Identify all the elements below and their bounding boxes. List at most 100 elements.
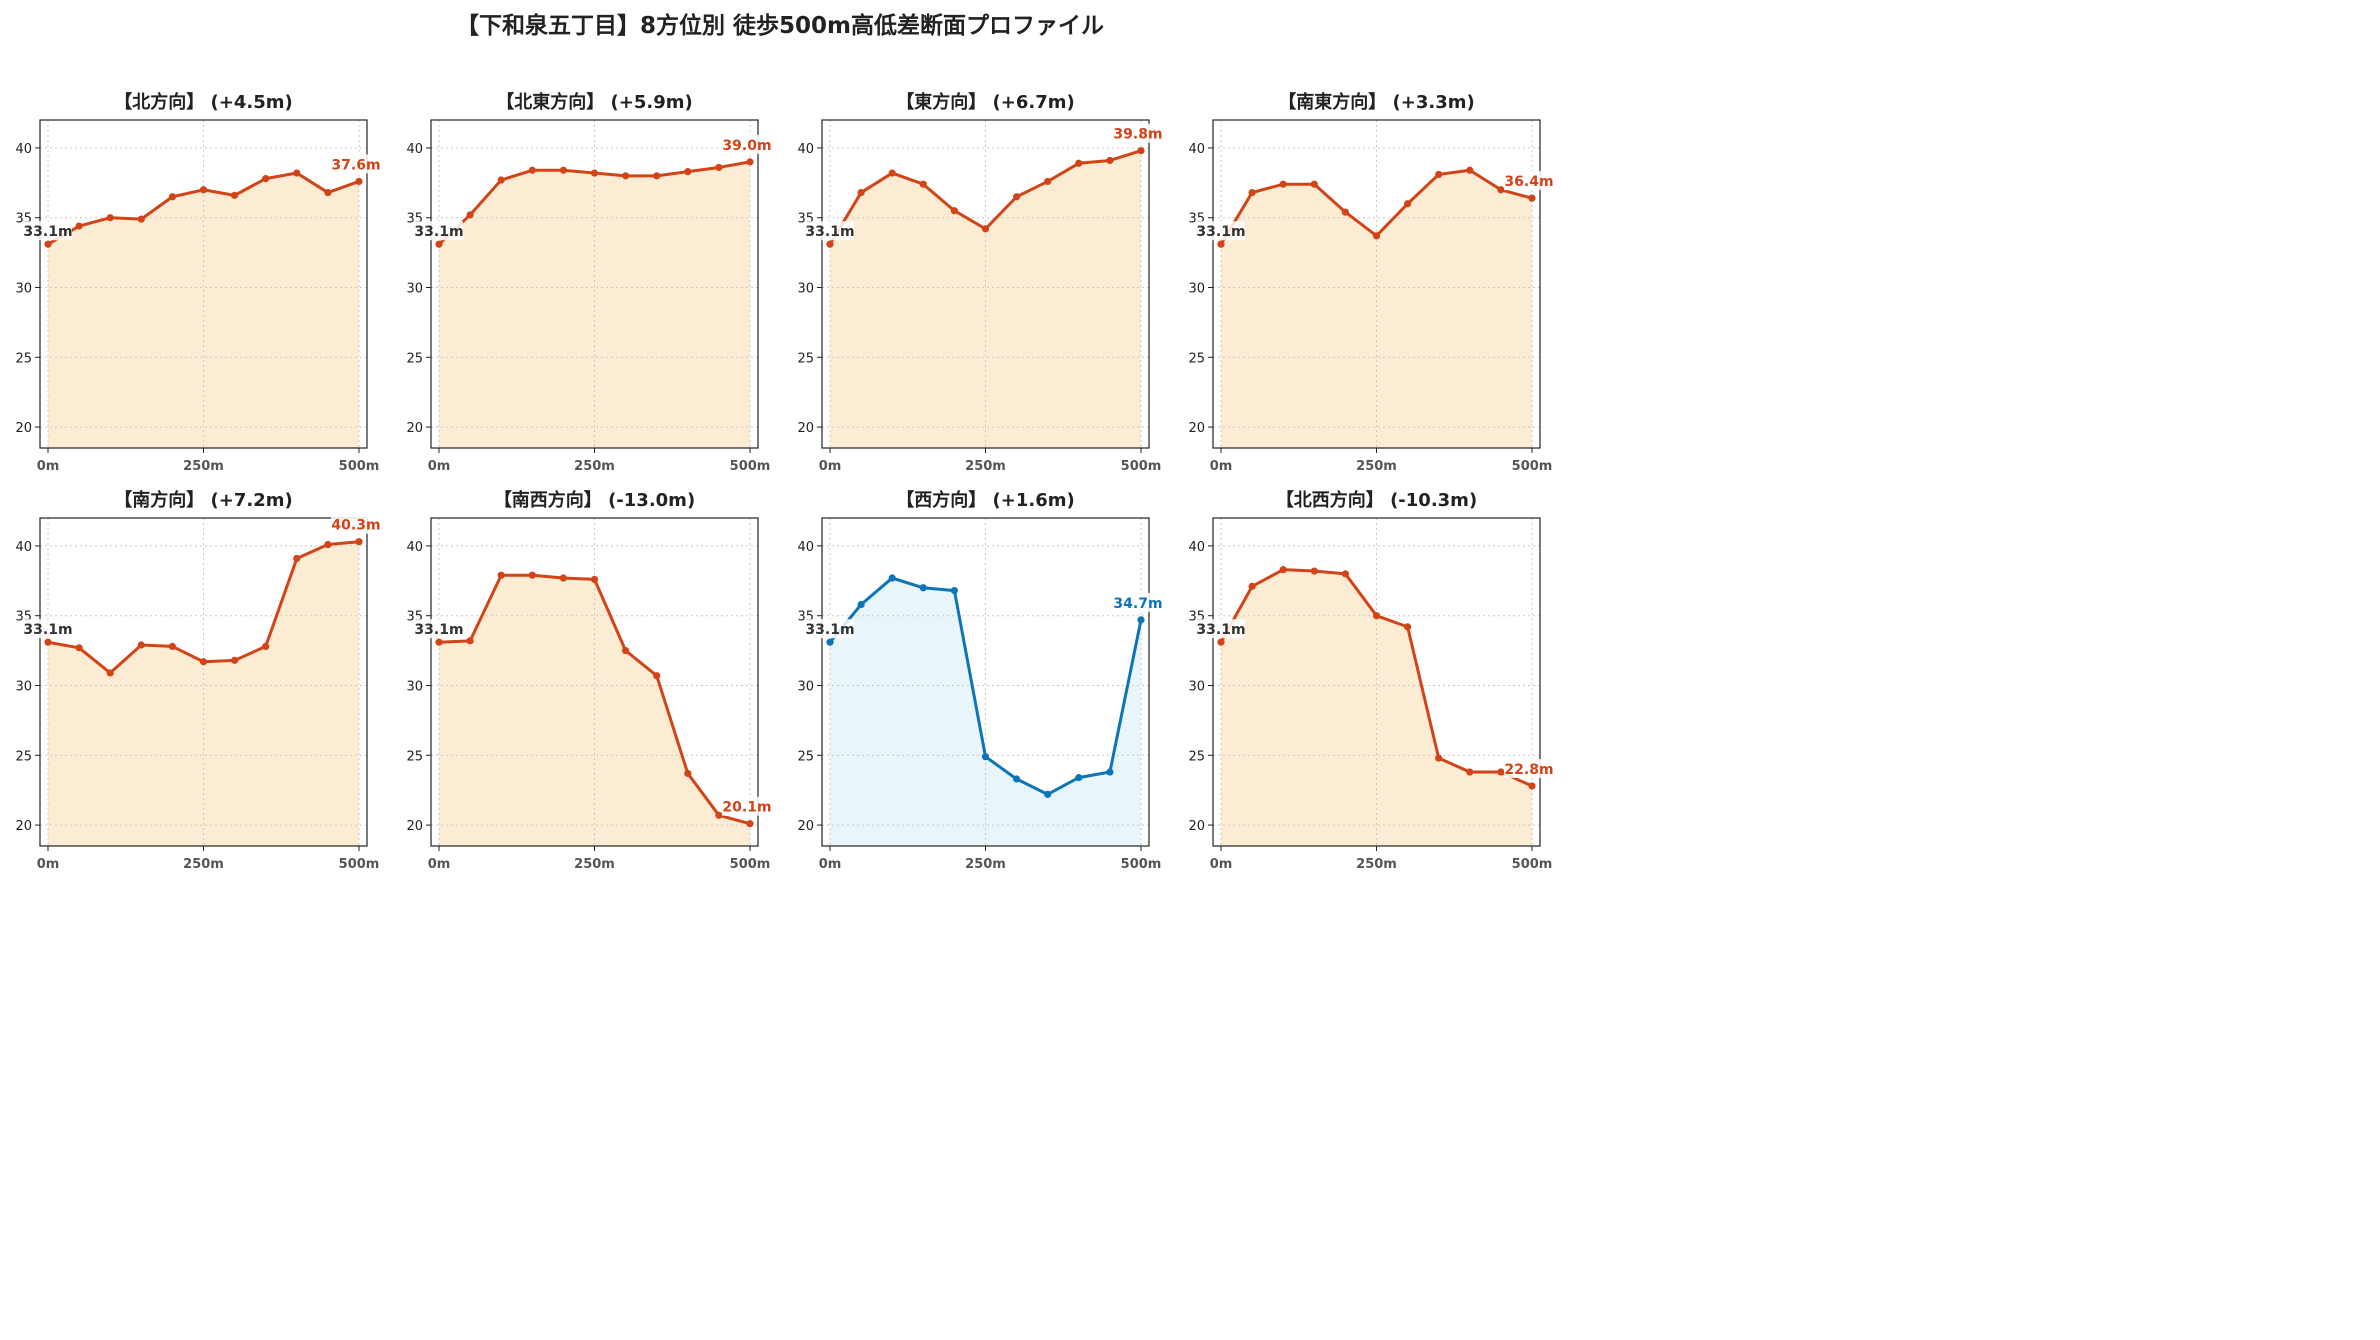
data-point (106, 214, 114, 222)
x-tick-label: 250m (965, 857, 1006, 872)
y-tick-label: 25 (1188, 749, 1205, 764)
x-tick-label: 0m (819, 459, 842, 474)
x-tick-label: 0m (1210, 459, 1233, 474)
y-tick-label: 25 (406, 749, 423, 764)
start-label-bg (1197, 619, 1245, 639)
data-point (559, 166, 568, 174)
data-point (1248, 582, 1256, 590)
y-tick-label: 20 (1188, 819, 1205, 834)
end-label: 39.8m (1113, 127, 1162, 143)
x-tick-label: 500m (339, 459, 380, 474)
x-tick-label: 250m (1356, 459, 1397, 474)
data-point (435, 240, 443, 248)
data-point (106, 669, 114, 677)
data-point (1372, 232, 1381, 240)
y-tick-label: 25 (406, 351, 423, 366)
data-point (262, 175, 270, 183)
start-label-bg (24, 619, 72, 639)
data-point (355, 538, 363, 546)
y-tick-label: 40 (1188, 142, 1205, 157)
start-label-bg (806, 619, 854, 639)
data-point (199, 186, 208, 194)
y-tick-label: 40 (15, 142, 32, 157)
end-label: 39.0m (722, 138, 771, 154)
y-tick-label: 30 (797, 679, 814, 694)
data-point (1248, 188, 1256, 197)
area-fill (830, 150, 1141, 448)
start-label-bg (1197, 221, 1245, 241)
data-point (857, 188, 865, 197)
data-point (1075, 159, 1083, 167)
data-point (1137, 616, 1145, 624)
start-label-bg (24, 221, 72, 241)
y-tick-label: 20 (15, 421, 32, 436)
end-label: 36.4m (1504, 174, 1553, 190)
data-point (1279, 566, 1287, 574)
data-point (1310, 180, 1318, 188)
end-label-bg (1113, 592, 1163, 612)
end-label-bg (722, 134, 772, 154)
data-point (888, 169, 896, 177)
x-tick-label: 0m (37, 459, 60, 474)
y-tick-label: 40 (406, 142, 423, 157)
x-tick-label: 500m (1121, 459, 1162, 474)
panel-title: 【南方向】 (+7.2m) (114, 489, 292, 511)
data-point (44, 240, 52, 248)
end-label-bg (722, 796, 772, 816)
data-point (919, 584, 927, 592)
start-label: 33.1m (414, 224, 463, 240)
axes-frame (821, 517, 1150, 847)
start-label-bg (415, 619, 463, 639)
data-point (75, 644, 83, 652)
start-label-bg (806, 221, 854, 241)
panel-title: 【北西方向】 (-10.3m) (1276, 489, 1477, 511)
data-point (1341, 570, 1349, 578)
y-tick-label: 40 (406, 540, 423, 555)
panel-title: 【北東方向】 (+5.9m) (496, 91, 692, 113)
x-tick-label: 250m (183, 857, 224, 872)
x-tick-label: 250m (574, 857, 615, 872)
data-point (684, 168, 692, 176)
start-label: 33.1m (414, 622, 463, 638)
data-point (355, 177, 363, 186)
end-label: 34.7m (1113, 596, 1162, 612)
data-point (950, 586, 959, 595)
data-point (746, 820, 754, 828)
data-point (981, 225, 990, 233)
data-point (1466, 166, 1474, 174)
panel-title: 【北方向】 (+4.5m) (114, 91, 292, 113)
x-tick-label: 500m (730, 857, 771, 872)
data-point (653, 172, 661, 180)
data-point (1404, 623, 1412, 631)
data-point (715, 811, 723, 819)
x-tick-label: 500m (1512, 857, 1553, 872)
end-label-bg (331, 514, 381, 534)
y-tick-label: 25 (797, 351, 814, 366)
end-label-bg (331, 154, 381, 174)
data-point (44, 638, 52, 646)
data-point (715, 163, 723, 172)
end-label-bg (1113, 123, 1163, 143)
data-point (888, 574, 896, 582)
end-label-bg (1504, 758, 1554, 778)
y-tick-label: 20 (406, 421, 423, 436)
panel-title: 【西方向】 (+1.6m) (896, 489, 1074, 511)
data-point (950, 207, 959, 215)
y-tick-label: 20 (797, 819, 814, 834)
axes-frame (430, 119, 759, 449)
x-tick-label: 250m (965, 459, 1006, 474)
data-point (1013, 193, 1021, 201)
data-point (653, 672, 661, 680)
area-fill (830, 578, 1141, 846)
x-tick-label: 500m (1512, 459, 1553, 474)
data-point (590, 169, 599, 177)
x-tick-label: 250m (183, 459, 224, 474)
data-point (1279, 180, 1287, 188)
data-point (1044, 790, 1052, 798)
